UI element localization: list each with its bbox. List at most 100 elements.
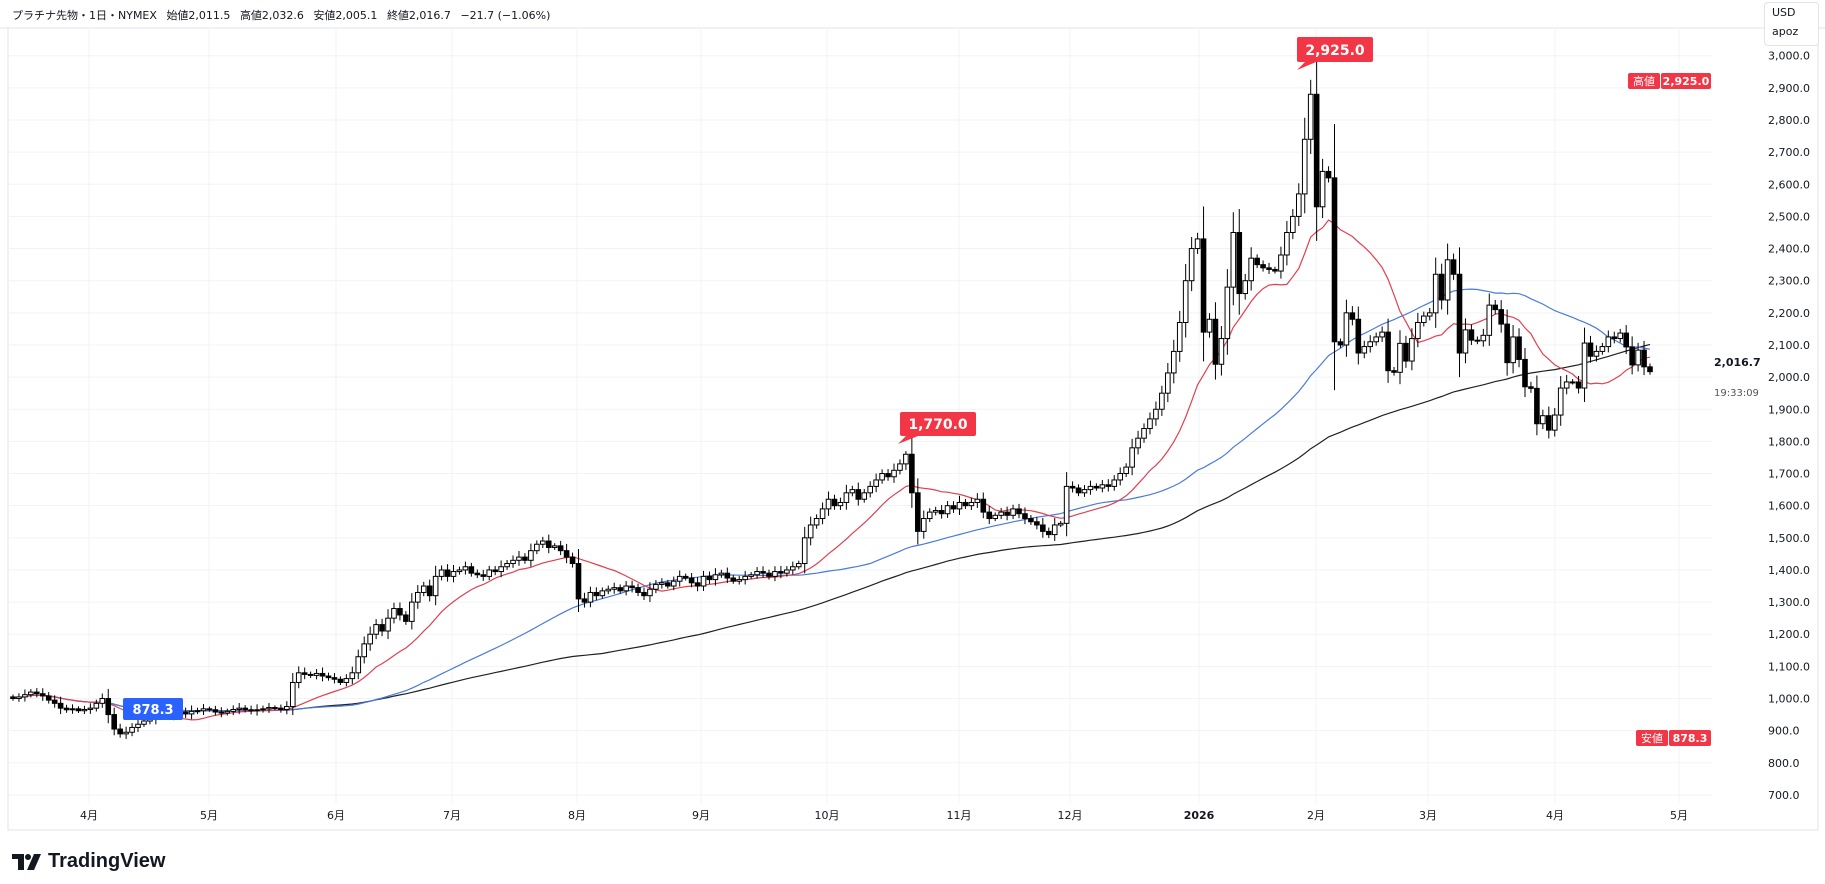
candle-body-down	[909, 453, 915, 494]
candle	[1242, 273, 1249, 300]
time-tick-label: 2月	[1307, 809, 1325, 822]
price-tick-label: 2,200.0	[1768, 307, 1810, 320]
candle-body-down	[980, 498, 987, 513]
candle-body-up	[129, 726, 135, 733]
ma-mid-line	[12, 288, 1651, 712]
candle-body-up	[1593, 350, 1600, 357]
candle	[623, 581, 629, 596]
candle	[1415, 312, 1421, 348]
candle-body-down	[248, 709, 254, 712]
candle	[242, 705, 248, 713]
candle-body-up	[813, 518, 820, 526]
candle-body-up	[605, 588, 612, 592]
candle-body-up	[1284, 231, 1290, 256]
candle	[778, 565, 784, 579]
price-tick-label: 2,900.0	[1768, 82, 1810, 95]
candle-body-up	[1367, 341, 1374, 348]
candle	[105, 688, 112, 724]
brand-name: TradingView	[48, 850, 166, 872]
candle	[915, 478, 921, 545]
candle-body-down	[105, 698, 112, 716]
candle	[295, 666, 302, 689]
candle-body-up	[1141, 428, 1147, 439]
currency-unit-box[interactable]: USD apoz	[1764, 2, 1819, 46]
currency-label[interactable]: USD	[1772, 6, 1796, 19]
time-axis[interactable]: 4月 5月 6月 7月 8月 9月 10月 11月 12月 2026 2月 3月 4月 5月	[80, 809, 1688, 822]
candle-body-up	[659, 582, 665, 585]
candle	[444, 564, 451, 582]
candle	[468, 562, 475, 577]
candle	[1200, 206, 1207, 362]
candle-body-up	[968, 501, 975, 507]
candle-body-up	[670, 580, 677, 587]
candle	[1040, 517, 1046, 538]
price-tick-label: 2,400.0	[1768, 243, 1810, 256]
candle	[551, 543, 558, 550]
candle-body-down	[635, 587, 641, 593]
tradingview-logo-icon	[12, 853, 41, 870]
candle-body-up	[1135, 437, 1141, 449]
candle-body-down	[1355, 318, 1362, 354]
ohlc-close: 終値2,016.7	[386, 9, 451, 22]
candle-body-down	[1093, 485, 1100, 489]
bar-countdown: 19:33:09	[1714, 388, 1759, 399]
tradingview-logo[interactable]: TradingView	[12, 850, 165, 873]
candle	[801, 526, 808, 574]
candle-body-down	[915, 492, 921, 532]
candle-body-up	[135, 723, 141, 728]
candle-body-up	[867, 485, 873, 494]
candle-body-down	[307, 673, 314, 676]
candle-body-up	[742, 575, 748, 581]
candle	[837, 497, 844, 511]
candle	[682, 573, 689, 581]
candle-body-down	[480, 574, 487, 577]
candle	[1057, 520, 1064, 528]
candle-body-up	[1569, 381, 1576, 384]
candle	[432, 565, 439, 606]
candle-body-down	[694, 582, 701, 587]
candle	[57, 696, 64, 715]
price-tick-label: 1,800.0	[1768, 435, 1810, 448]
candle	[1295, 183, 1302, 226]
candle	[93, 699, 100, 712]
candle	[212, 705, 219, 716]
ohlc-open: 始値2,011.5	[166, 9, 231, 22]
candle	[1081, 485, 1088, 497]
candle	[1045, 527, 1052, 539]
candle-body-down	[1075, 487, 1082, 494]
candle-body-up	[289, 681, 296, 708]
candle	[730, 575, 737, 584]
candle	[1254, 254, 1260, 269]
price-axis[interactable]: 700.0 800.0 900.0 1,000.0 1,100.0 1,200.0 1,30…	[1768, 50, 1810, 802]
candle-body-up	[903, 453, 909, 465]
time-tick-label: 10月	[815, 809, 840, 822]
candle-body-up	[700, 575, 707, 587]
candle	[1647, 363, 1653, 375]
candle	[629, 580, 635, 593]
candle-body-up	[790, 566, 796, 571]
unit-label[interactable]: apoz	[1772, 25, 1799, 38]
candle-body-down	[581, 598, 588, 603]
candle-body-up	[1010, 508, 1016, 516]
candle	[1403, 335, 1409, 368]
candle-body-up	[1432, 273, 1439, 314]
candle-body-up	[920, 518, 927, 532]
price-tick-label: 1,100.0	[1768, 660, 1810, 673]
candle	[75, 706, 82, 713]
candle-body-up	[1510, 336, 1516, 364]
candle	[926, 508, 933, 523]
candle	[1373, 332, 1379, 346]
candle	[1087, 480, 1094, 495]
candle	[920, 510, 927, 539]
candle-body-up	[754, 571, 760, 576]
candle-body-up	[736, 579, 743, 582]
candle	[355, 649, 362, 680]
candle-body-up	[87, 707, 94, 710]
candle-body-up	[1153, 408, 1159, 420]
candle	[1034, 516, 1040, 530]
candle	[1551, 407, 1558, 437]
candle-body-up	[676, 575, 683, 582]
candle-body-up	[1081, 489, 1088, 494]
candle	[879, 469, 885, 484]
